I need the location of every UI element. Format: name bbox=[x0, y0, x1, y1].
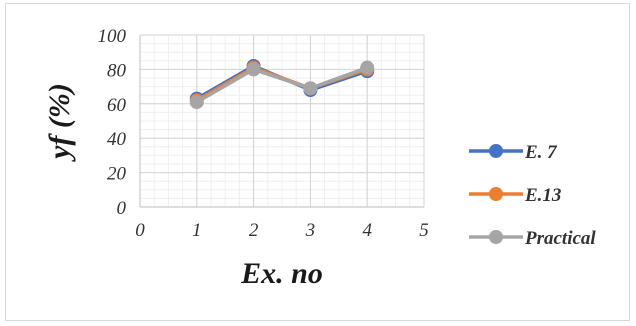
legend-item: E. 7 bbox=[469, 142, 558, 163]
legend-item: E.13 bbox=[469, 185, 561, 206]
legend: E. 7 E.13 Practical bbox=[469, 142, 596, 249]
y-tick-label: 0 bbox=[117, 198, 127, 219]
y-tick-label: 40 bbox=[107, 129, 127, 150]
legend-marker bbox=[489, 187, 503, 201]
y-tick-label: 80 bbox=[107, 60, 127, 81]
axes bbox=[139, 35, 424, 208]
legend-marker bbox=[489, 144, 503, 158]
x-tick-label: 1 bbox=[192, 220, 202, 241]
x-tick-label: 3 bbox=[305, 220, 316, 241]
data-point bbox=[189, 95, 204, 110]
x-tick-label: 0 bbox=[135, 220, 145, 241]
y-axis-title: yf (%) bbox=[43, 83, 76, 162]
x-tick-label: 5 bbox=[419, 220, 429, 241]
chart-frame bbox=[5, 3, 630, 321]
y-tick-label: 100 bbox=[98, 26, 127, 47]
series-group bbox=[189, 58, 375, 110]
tick-labels: 0 1 2 3 4 5 0 20 40 60 80 100 bbox=[98, 26, 429, 241]
data-point bbox=[246, 62, 261, 77]
legend-marker bbox=[489, 230, 503, 244]
data-point bbox=[303, 81, 318, 96]
data-point bbox=[360, 60, 375, 75]
legend-item: Practical bbox=[469, 228, 596, 249]
y-tick-label: 20 bbox=[107, 164, 127, 185]
y-tick-label: 60 bbox=[107, 95, 127, 116]
x-tick-label: 2 bbox=[249, 220, 259, 241]
series-practical bbox=[189, 60, 375, 110]
series-line bbox=[195, 66, 368, 104]
grid bbox=[139, 34, 425, 208]
x-tick-label: 4 bbox=[362, 220, 372, 241]
legend-label: Practical bbox=[524, 228, 596, 249]
legend-label: E.13 bbox=[524, 185, 561, 206]
legend-label: E. 7 bbox=[524, 142, 558, 163]
x-axis-title: Ex. no bbox=[240, 257, 323, 290]
